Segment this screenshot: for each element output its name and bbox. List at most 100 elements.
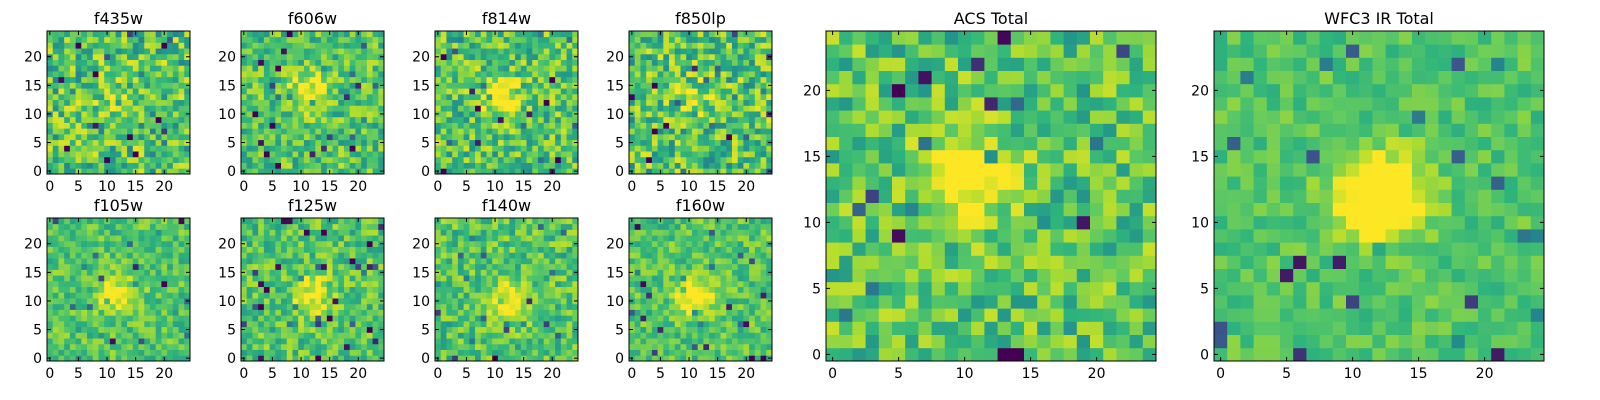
heatmap-cell [98,71,105,78]
heatmap-cell [184,258,191,265]
heatmap-cell [161,145,168,152]
heatmap-cell [47,122,54,129]
heatmap-cell [75,53,82,60]
heatmap-cell [435,145,442,152]
heatmap-cell [104,252,111,259]
heatmap-cell [292,156,299,163]
heatmap-cell [640,59,647,66]
heatmap-cell [315,122,322,129]
heatmap-cell [338,338,345,345]
heatmap-cell [674,99,681,106]
heatmap-cell [58,116,65,123]
heatmap-cell [509,269,516,276]
heatmap-cell [109,263,117,270]
heatmap-cell [121,133,128,141]
heatmap-cell [121,343,128,350]
heatmap-cell [492,71,499,78]
heatmap-cell [121,229,128,236]
heatmap-cell [47,133,54,141]
heatmap-cell [543,88,550,95]
heatmap-cell [309,292,316,299]
heatmap-cell [263,315,270,322]
heatmap-cell [58,128,65,135]
heatmap-cell [634,269,641,276]
heatmap-cell [560,42,567,49]
heatmap-cell [252,168,259,175]
heatmap-cell [651,309,658,316]
heatmap-cell [104,229,111,236]
heatmap-cell [127,258,134,265]
heatmap-cell [332,240,339,247]
heatmap-cell [64,82,71,89]
heatmap-cell [81,42,88,49]
y-tick-label: 5 [615,136,624,152]
heatmap-cell [515,240,522,247]
heatmap-cell [680,343,687,350]
heatmap-cell [184,133,191,141]
heatmap-cell [127,151,134,158]
heatmap-cell [309,349,316,356]
heatmap-cell [309,275,316,282]
heatmap-cell [121,320,128,328]
heatmap-cell [480,36,487,43]
heatmap-cell [109,326,117,333]
heatmap-cell [52,71,59,78]
heatmap-cell [549,139,556,146]
heatmap-cell [651,116,658,123]
heatmap-cell [492,53,499,60]
heatmap-cell [109,298,117,305]
heatmap-cell [503,355,510,362]
heatmap-cell [743,105,750,112]
heatmap-cell [720,275,727,282]
x-tick-label: 5 [74,366,83,382]
heatmap-cell [515,42,522,49]
heatmap-cell [463,65,470,72]
heatmap-cell [286,263,293,270]
heatmap-cell [69,303,76,310]
heatmap-cell [184,65,191,72]
heatmap-cell [298,246,305,253]
heatmap-cell [69,326,76,333]
heatmap-cell [252,309,259,316]
heatmap-cell [509,275,516,282]
heatmap-cell [47,65,54,72]
heatmap-cell [246,31,253,38]
heatmap-cell [709,122,716,129]
heatmap-cell [326,128,333,135]
heatmap-cell [657,111,664,118]
heatmap-cell [104,258,111,265]
heatmap-cell [549,42,556,49]
heatmap-cell [657,128,664,135]
heatmap-cell [674,65,681,72]
heatmap-cell [269,76,276,83]
heatmap-cell [435,229,442,236]
heatmap-cell [669,53,676,60]
heatmap-cell [355,105,362,112]
heatmap-cell [172,223,179,230]
heatmap-cell [349,128,356,135]
heatmap-cell [321,128,328,135]
heatmap-cell [246,326,253,333]
heatmap-cell [92,252,99,259]
heatmap-cell [537,162,545,169]
heatmap-cell [338,116,345,123]
heatmap-cell [349,218,356,225]
heatmap-cell [754,315,761,322]
heatmap-cell [355,286,362,293]
heatmap-cell [640,343,647,350]
heatmap-cell [326,286,333,293]
heatmap-cell [321,53,328,60]
heatmap-cell [640,332,647,339]
heatmap-cell [98,151,105,158]
heatmap-cell [726,48,733,55]
heatmap-cell [532,320,539,328]
heatmap-cell [378,133,385,141]
heatmap-cell [167,48,174,55]
heatmap-cell [315,343,322,350]
heatmap-cell [315,263,322,270]
heatmap-cell [737,298,744,305]
heatmap-cell [726,168,733,175]
heatmap-cell [743,162,750,169]
heatmap-cell [161,275,168,282]
heatmap-cell [726,71,733,78]
